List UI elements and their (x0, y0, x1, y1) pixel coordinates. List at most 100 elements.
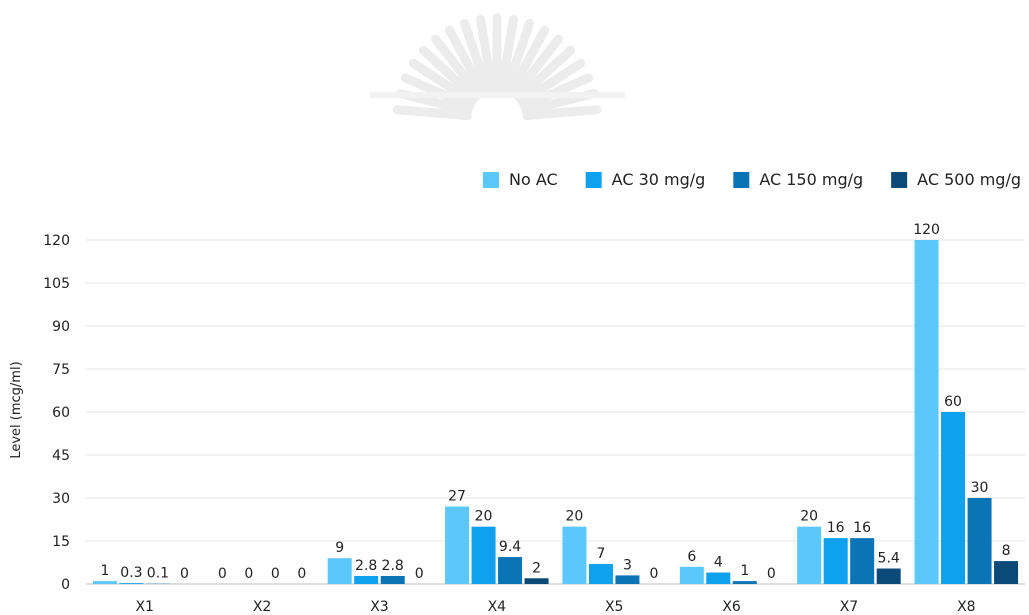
bar (354, 575, 379, 584)
watermark-ray (418, 45, 480, 103)
x-tick-label: X3 (370, 599, 389, 615)
watermark-ray (392, 105, 472, 121)
bar (92, 581, 117, 584)
y-axis-ticks: 0 15 30 45 60 75 90 105 120 (43, 233, 70, 593)
bars: 1 0.3 0.1 0 0 0 0 0 9 2.8 2.8 0 27 20 9.4 2 20 7 30 6 4 1 0 20 1… (92, 222, 1019, 584)
data-label: 27 (448, 489, 466, 505)
y-tick-label: 15 (52, 534, 70, 550)
watermark-ray (460, 18, 492, 95)
y-tick-label: 30 (52, 491, 70, 507)
data-label: 16 (827, 520, 845, 536)
data-label: 9.4 (499, 539, 521, 555)
watermark-base (370, 92, 625, 98)
data-label: 3 (623, 557, 632, 573)
watermark-ray (519, 73, 594, 111)
y-tick-label: 105 (43, 276, 70, 292)
bar (732, 581, 757, 584)
bar (706, 572, 731, 584)
bar (876, 568, 901, 584)
y-tick-label: 120 (43, 233, 70, 249)
data-label: 5.4 (878, 551, 900, 567)
bar (967, 498, 992, 584)
data-label: 7 (596, 546, 605, 562)
bar (327, 558, 352, 584)
bar (471, 526, 496, 584)
y-axis-label: Level (mcg/ml) (9, 361, 24, 458)
legend-swatch (733, 172, 750, 188)
x-tick-label: X4 (488, 599, 507, 615)
y-tick-label: 0 (61, 577, 70, 593)
data-label: 6 (687, 549, 696, 565)
y-tick-label: 60 (52, 405, 70, 421)
watermark-ray (522, 105, 602, 121)
bar (797, 526, 822, 584)
legend: No AC AC 30 mg/g AC 150 mg/g AC 500 mg/g (482, 170, 1021, 189)
gridlines (86, 239, 1025, 585)
bar (498, 557, 523, 584)
x-tick-label: X7 (840, 599, 859, 615)
y-tick-label: 75 (52, 362, 70, 378)
watermark-ray (506, 25, 550, 97)
data-label: 2.8 (382, 558, 404, 574)
data-label: 2 (532, 560, 541, 576)
watermark-ray (510, 34, 563, 99)
data-label: 20 (475, 509, 493, 525)
watermark-ray (400, 73, 475, 111)
data-label: 0 (180, 566, 189, 582)
data-label: 4 (714, 555, 723, 571)
watermark-ray (502, 18, 534, 95)
y-tick-label: 90 (52, 319, 70, 335)
data-label: 0 (218, 566, 227, 582)
bar (850, 538, 875, 584)
x-axis-categories: X1 X2 X3 X4 X5 X6 X7 X8 (135, 599, 975, 615)
data-label: 9 (335, 540, 344, 556)
data-label: 0.3 (120, 565, 142, 581)
bar (119, 583, 144, 584)
x-tick-label: X8 (957, 599, 976, 615)
bar (588, 563, 613, 584)
data-label: 0 (244, 566, 253, 582)
bar (994, 561, 1019, 584)
data-label: 20 (800, 509, 818, 525)
watermark-ray (497, 14, 518, 93)
watermark-ray (444, 25, 488, 97)
bar (941, 412, 966, 584)
data-label: 0 (649, 566, 658, 582)
legend-swatch (482, 172, 499, 188)
bar (524, 578, 549, 584)
x-tick-label: X2 (253, 599, 272, 615)
bar (914, 240, 939, 584)
data-label: 2.8 (355, 558, 377, 574)
data-label: 16 (853, 520, 871, 536)
y-tick-label: 45 (52, 448, 70, 464)
data-label: 0 (297, 566, 306, 582)
data-label: 8 (1002, 543, 1011, 559)
bar (562, 526, 587, 584)
data-label: 0 (415, 566, 424, 582)
bar (823, 538, 848, 584)
legend-label: No AC (509, 170, 558, 189)
legend-swatch (891, 172, 908, 188)
data-label: 1 (740, 563, 749, 579)
x-tick-label: X5 (605, 599, 624, 615)
bar (445, 506, 470, 584)
data-label: 1 (100, 563, 109, 579)
legend-label: AC 500 mg/g (917, 170, 1021, 189)
watermark-ray (476, 14, 497, 93)
bar (615, 575, 640, 584)
watermark-logo (370, 13, 625, 121)
data-label: 20 (566, 509, 584, 525)
data-label: 120 (913, 222, 940, 238)
data-label: 30 (971, 480, 989, 496)
data-label: 0.1 (147, 566, 169, 582)
x-tick-label: X6 (722, 599, 741, 615)
legend-label: AC 30 mg/g (612, 170, 706, 189)
legend-swatch (585, 172, 602, 188)
watermark-ray (514, 45, 576, 103)
watermark-ray (431, 34, 484, 99)
x-tick-label: X1 (135, 599, 154, 615)
data-label: 0 (767, 566, 776, 582)
data-label: 60 (944, 394, 962, 410)
